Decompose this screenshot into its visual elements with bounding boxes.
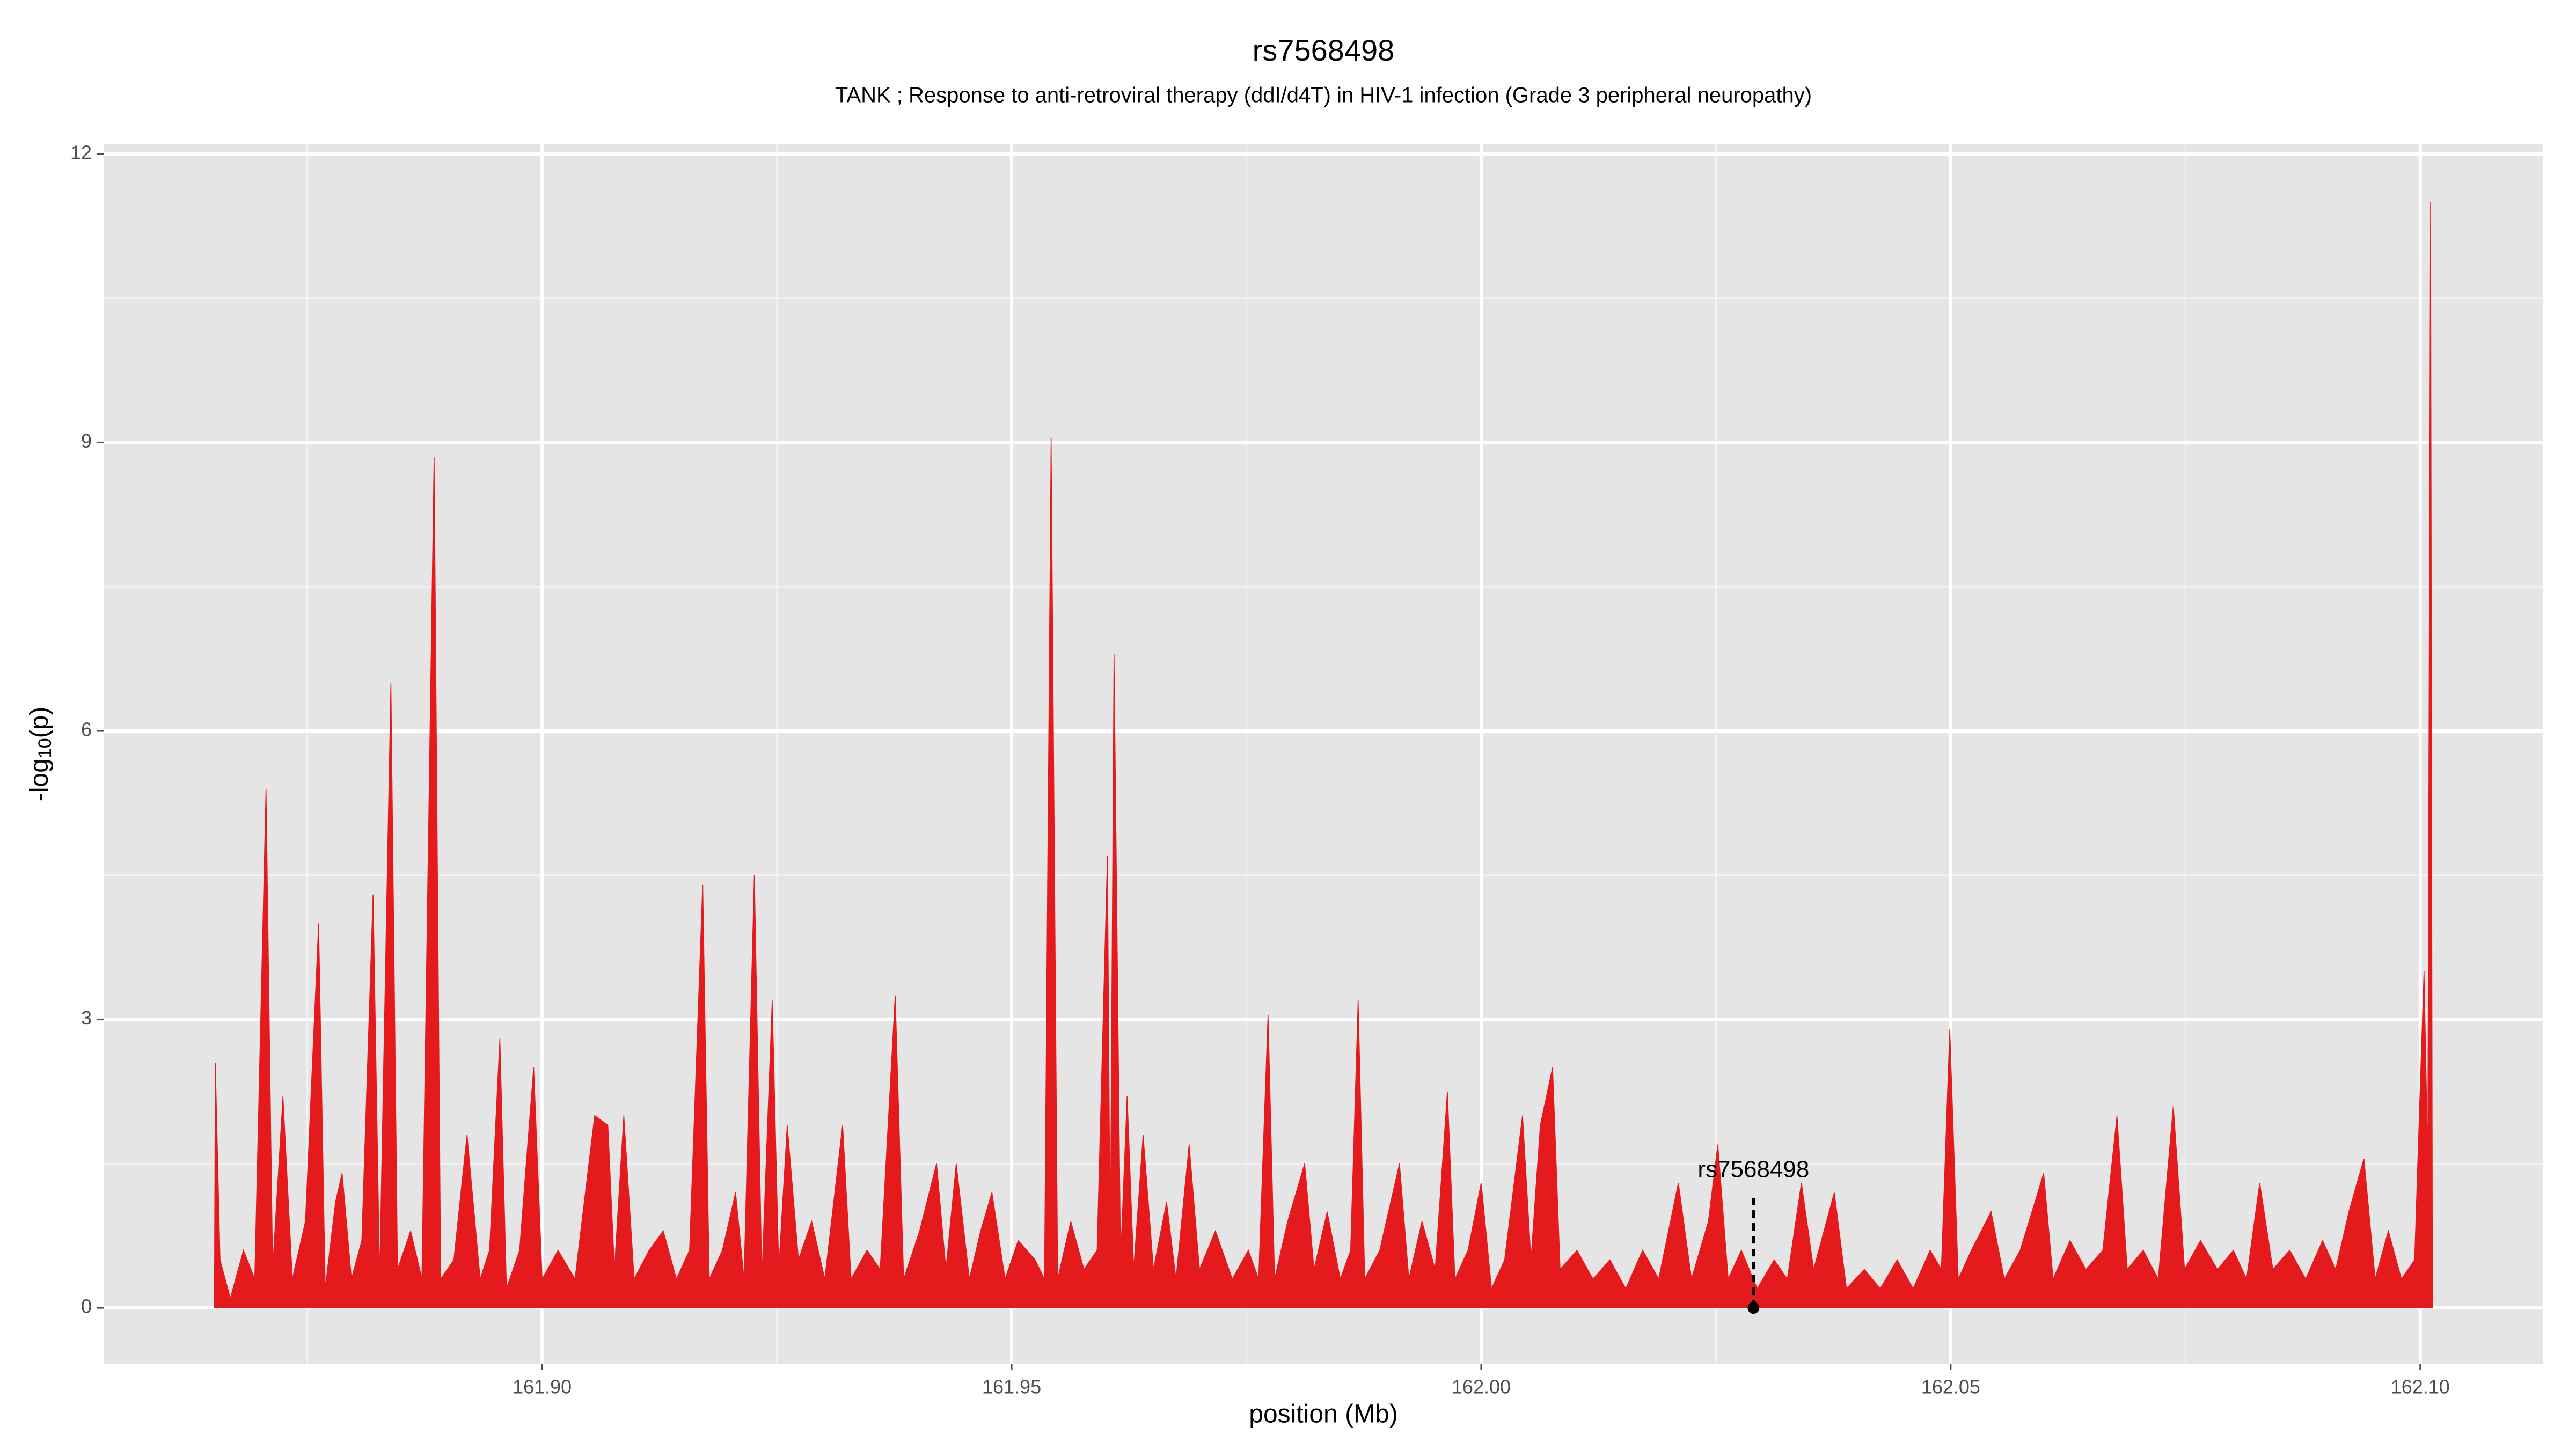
- y-axis-title-sub: 10: [35, 738, 55, 758]
- y-tick-label: 3: [81, 1007, 92, 1029]
- x-tick-label: 161.95: [982, 1376, 1041, 1398]
- y-tick-label: 12: [70, 141, 92, 163]
- y-tick-label: 0: [81, 1296, 92, 1318]
- x-axis-title: position (Mb): [1249, 1400, 1397, 1429]
- area: [214, 202, 2433, 1308]
- x-tick-label: 162.05: [1921, 1376, 1980, 1398]
- chart-subtitle: TANK ; Response to anti-retroviral thera…: [835, 84, 1812, 107]
- panel-background: [104, 144, 2543, 1364]
- y-axis-title-after: (p): [25, 707, 54, 738]
- y-tick-label: 6: [81, 719, 92, 741]
- annotation-point: [1747, 1302, 1760, 1314]
- plot-area: [104, 144, 2543, 1364]
- y-tick-label: 9: [81, 430, 92, 452]
- annotation-label: rs7568498: [1697, 1157, 1809, 1183]
- x-tick-label: 162.00: [1452, 1376, 1511, 1398]
- x-tick-label: 161.90: [513, 1376, 572, 1398]
- chart-title: rs7568498: [1253, 33, 1395, 67]
- y-axis-title: -log10(p): [25, 707, 55, 802]
- y-axis-title-main: -log: [25, 758, 54, 801]
- x-tick-label: 162.10: [2391, 1376, 2450, 1398]
